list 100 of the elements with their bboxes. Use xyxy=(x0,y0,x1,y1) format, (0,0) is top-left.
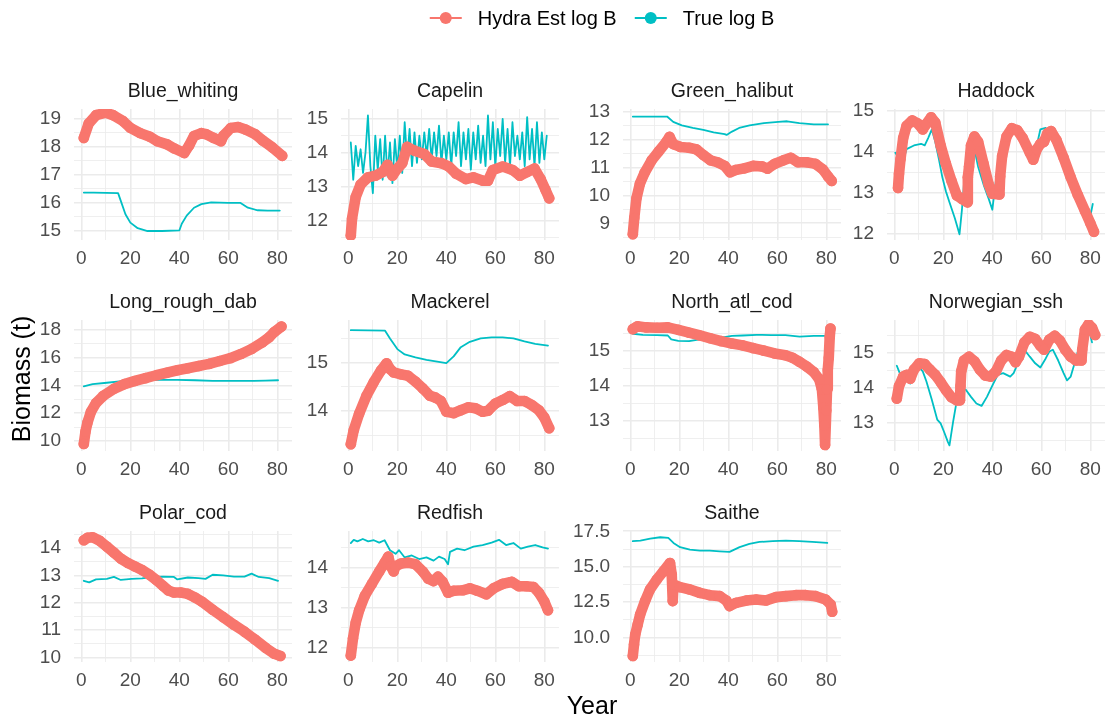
x-tick-label: 40 xyxy=(168,668,190,690)
x-tick-label: 60 xyxy=(1030,246,1052,268)
x-tick-label: 0 xyxy=(76,246,87,268)
y-tick-label: 13 xyxy=(306,174,328,196)
y-tick-label: 14 xyxy=(39,373,62,395)
chart-title: Capelin xyxy=(416,79,484,102)
y-tick-label: 12 xyxy=(39,401,61,423)
y-tick-label: 17.5 xyxy=(573,519,610,541)
y-axis-title: Biomass (t) xyxy=(6,315,36,443)
x-tick-label: 80 xyxy=(266,457,288,479)
chart-title: Norwegian_ssh xyxy=(928,290,1064,314)
x-tick-label: 80 xyxy=(1079,246,1101,268)
x-tick-label: 60 xyxy=(766,246,788,268)
y-tick-label: 12.5 xyxy=(573,590,610,612)
x-tick-label: 20 xyxy=(932,457,954,479)
y-tick-label: 16 xyxy=(39,346,61,368)
y-tick-label: 10 xyxy=(39,645,61,667)
y-tick-label: 13 xyxy=(852,181,874,203)
y-tick-label: 12 xyxy=(588,127,610,149)
x-tick-label: 40 xyxy=(717,246,739,268)
x-tick-label: 20 xyxy=(932,246,954,268)
y-tick-label: 10.0 xyxy=(573,625,610,647)
x-tick-label: 20 xyxy=(668,246,690,268)
chart-title: Haddock xyxy=(957,79,1035,102)
y-tick-label: 15 xyxy=(852,99,874,121)
y-tick-label: 14 xyxy=(588,374,611,396)
x-tick-label: 80 xyxy=(815,246,837,268)
x-tick-label: 20 xyxy=(668,668,690,690)
legend-label: True log B xyxy=(682,6,775,30)
x-tick-label: 80 xyxy=(533,668,555,690)
x-tick-label: 60 xyxy=(484,668,506,690)
x-tick-label: 40 xyxy=(435,668,457,690)
x-tick-label: 0 xyxy=(889,457,900,479)
chart-title: Mackerel xyxy=(410,290,490,313)
x-tick-label: 20 xyxy=(386,246,408,268)
chart-title: Green_halibut xyxy=(670,79,794,103)
y-tick-label: 17 xyxy=(39,163,61,185)
y-tick-label: 14 xyxy=(306,399,329,421)
x-tick-label: 40 xyxy=(981,457,1003,479)
legend-label: Hydra Est log B xyxy=(477,6,617,30)
x-tick-label: 40 xyxy=(435,457,457,479)
y-tick-label: 10 xyxy=(588,183,610,205)
x-tick-label: 0 xyxy=(76,668,87,690)
y-tick-label: 12 xyxy=(852,222,874,244)
y-tick-label: 15.0 xyxy=(573,555,610,576)
y-tick-label: 18 xyxy=(39,135,61,157)
x-tick-label: 80 xyxy=(266,246,288,268)
x-tick-label: 40 xyxy=(168,246,190,268)
y-tick-label: 13 xyxy=(852,411,874,433)
chart-title: Blue_whiting xyxy=(127,79,239,103)
x-tick-label: 0 xyxy=(343,668,354,690)
y-tick-label: 14 xyxy=(852,376,875,398)
y-tick-label: 15 xyxy=(306,350,328,372)
x-tick-label: 40 xyxy=(717,668,739,690)
x-tick-label: 80 xyxy=(1079,457,1101,479)
x-tick-label: 20 xyxy=(119,457,141,479)
x-tick-label: 40 xyxy=(717,457,739,479)
x-tick-label: 60 xyxy=(484,457,506,479)
chart-title: Saithe xyxy=(704,501,760,524)
x-tick-label: 80 xyxy=(533,246,555,268)
y-tick-label: 14 xyxy=(306,556,329,578)
x-tick-label: 40 xyxy=(981,246,1003,268)
x-tick-label: 40 xyxy=(168,457,190,479)
y-tick-label: 15 xyxy=(306,107,328,129)
x-tick-label: 80 xyxy=(266,668,288,690)
x-tick-label: 0 xyxy=(625,668,636,690)
x-tick-label: 60 xyxy=(217,457,239,479)
y-tick-label: 15 xyxy=(852,341,874,363)
x-tick-label: 20 xyxy=(668,457,690,479)
x-tick-label: 40 xyxy=(435,246,457,268)
y-tick-label: 10 xyxy=(39,429,61,451)
x-tick-label: 20 xyxy=(119,246,141,268)
x-tick-label: 60 xyxy=(217,668,239,690)
x-tick-label: 80 xyxy=(815,668,837,690)
y-tick-label: 14 xyxy=(306,140,329,162)
x-tick-label: 20 xyxy=(119,668,141,690)
x-tick-label: 60 xyxy=(766,668,788,690)
y-tick-label: 15 xyxy=(39,219,61,241)
y-tick-label: 12 xyxy=(306,636,328,658)
x-axis-title: Year xyxy=(566,690,618,720)
y-tick-label: 11 xyxy=(41,618,61,640)
x-tick-label: 0 xyxy=(343,457,354,479)
x-tick-label: 20 xyxy=(386,457,408,479)
x-tick-label: 0 xyxy=(343,246,354,268)
y-tick-label: 12 xyxy=(39,590,61,612)
x-tick-label: 60 xyxy=(1030,457,1052,479)
y-tick-label: 13 xyxy=(588,409,610,431)
y-tick-label: 9 xyxy=(599,211,610,233)
y-tick-label: 15 xyxy=(588,338,610,360)
x-tick-label: 0 xyxy=(625,457,636,479)
y-tick-label: 11 xyxy=(590,155,610,177)
y-tick-label: 13 xyxy=(588,100,610,122)
y-tick-label: 13 xyxy=(306,596,328,618)
x-tick-label: 0 xyxy=(889,246,900,268)
chart-title: North_atl_cod xyxy=(671,290,793,314)
y-tick-label: 12 xyxy=(306,208,328,230)
chart-title: Long_rough_dab xyxy=(109,290,257,314)
chart-title: Redfish xyxy=(416,501,484,524)
y-tick-label: 14 xyxy=(852,140,875,162)
y-tick-label: 19 xyxy=(39,107,61,129)
